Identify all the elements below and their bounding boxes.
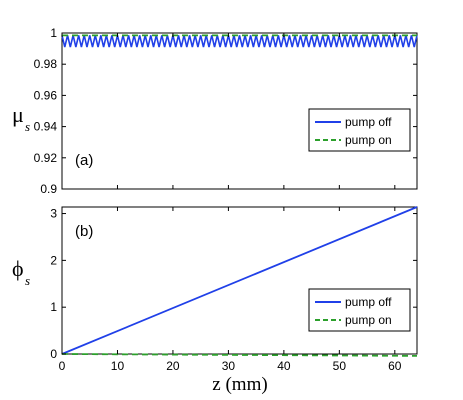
- x-tick-label: 20: [166, 359, 180, 373]
- y-tick-label-a: 0.94: [34, 120, 58, 134]
- y-tick-label-b: 2: [50, 253, 57, 267]
- x-tick-label: 30: [222, 359, 236, 373]
- y-tick-label-a: 1: [50, 26, 57, 40]
- x-tick-label: 10: [111, 359, 125, 373]
- legend-box-a: [308, 108, 411, 152]
- legend-label-a-pump-off: pump off: [345, 115, 392, 129]
- y-tick-label-a: 0.98: [34, 57, 58, 71]
- series-line-b-pump-off: [61, 206, 418, 355]
- y-axis-label-b: ϕ s: [12, 256, 30, 288]
- series-line-b-pump-on: [61, 353, 418, 357]
- y-tick-label-b: 1: [50, 300, 57, 314]
- x-tick-label: 50: [333, 359, 347, 373]
- legend-label-b-pump-on: pump on: [345, 313, 392, 327]
- svg-text:s: s: [25, 119, 30, 134]
- svg-text:s: s: [25, 273, 30, 288]
- ticks-group-b: 0 10 20 30 40 50 60 0 1 2 3: [50, 207, 417, 373]
- panel-b: 0 10 20 30 40 50 60 0 1 2 3 (b) ϕ s pump off pump …: [12, 206, 418, 395]
- legend-label-a-pump-on: pump on: [345, 133, 392, 147]
- panel-tag-a: (a): [75, 152, 93, 169]
- y-axis-label-a: μ s: [12, 102, 30, 134]
- ticks-group-a: 0.9 0.92 0.94 0.96 0.98 1: [34, 26, 417, 196]
- panel-tag-b: (b): [75, 223, 93, 240]
- y-tick-label-a: 0.96: [34, 88, 58, 102]
- panel-a: 0.9 0.92 0.94 0.96 0.98 1 (a) μ s pump off pu…: [12, 26, 418, 196]
- legend-label-b-pump-off: pump off: [345, 295, 392, 309]
- x-tick-label: 40: [277, 359, 291, 373]
- y-tick-label-b: 3: [50, 207, 57, 221]
- legend-a: pump off pump on: [308, 108, 411, 152]
- y-tick-label-a: 0.92: [34, 151, 58, 165]
- svg-text:μ: μ: [12, 102, 24, 127]
- series-line-a-pump-off: [61, 35, 418, 48]
- legend-b: pump off pump on: [308, 288, 411, 332]
- svg-text:ϕ: ϕ: [12, 256, 24, 281]
- series-group-b: [61, 206, 418, 357]
- legend-box-b: [308, 288, 411, 332]
- y-tick-label-b: 0: [50, 347, 57, 361]
- x-axis-label: z (mm): [212, 374, 267, 395]
- series-group-a: [61, 34, 418, 48]
- x-tick-label: 0: [59, 359, 66, 373]
- x-tick-label: 60: [388, 359, 402, 373]
- y-tick-label-a: 0.9: [40, 182, 57, 196]
